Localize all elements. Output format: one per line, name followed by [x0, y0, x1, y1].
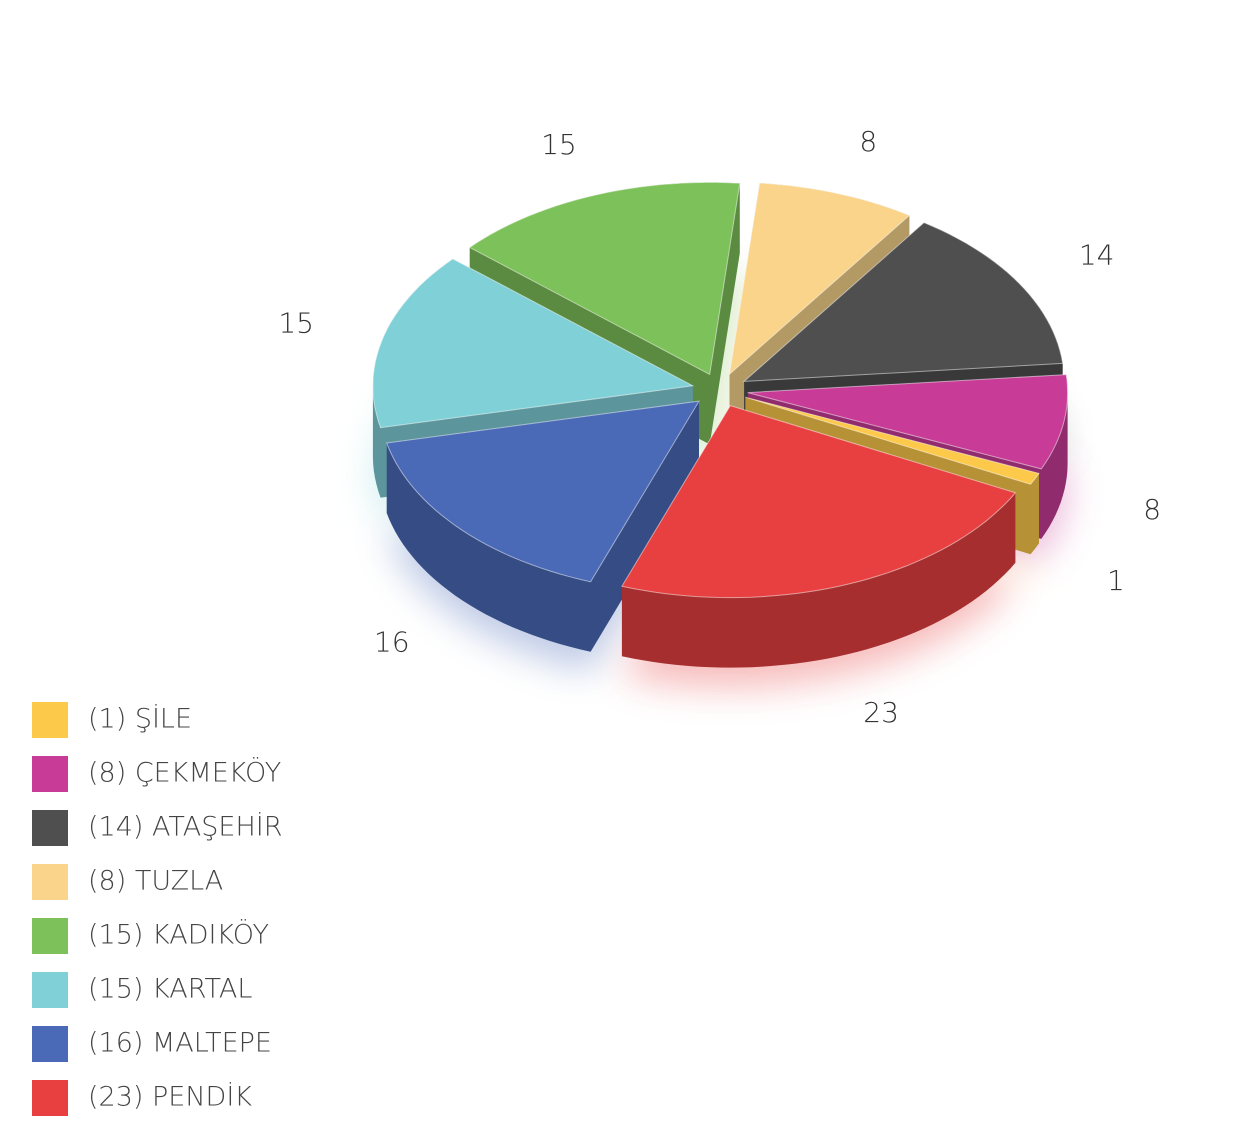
data-label: 8 — [859, 125, 877, 158]
legend-label: (23) PENDİK — [88, 1082, 252, 1113]
data-label: 15 — [278, 307, 314, 340]
legend-swatch — [32, 918, 68, 954]
legend-swatch — [32, 810, 68, 846]
legend: (1) ŞİLE (8) ÇEKMEKÖY (14) ATAŞEHİR (8) TUZ… — [32, 702, 282, 1116]
legend-swatch — [32, 972, 68, 1008]
legend-swatch — [32, 1080, 68, 1116]
legend-swatch — [32, 1026, 68, 1062]
legend-label: (15) KARTAL — [88, 974, 252, 1005]
pie — [373, 182, 1068, 667]
legend-label: (8) ÇEKMEKÖY — [88, 757, 281, 789]
legend-label: (1) ŞİLE — [88, 704, 192, 735]
legend-swatch — [32, 702, 68, 738]
legend-label: (14) ATAŞEHİR — [88, 812, 282, 843]
data-label: 15 — [541, 128, 577, 161]
data-label: 23 — [863, 696, 899, 729]
legend-swatch — [32, 864, 68, 900]
data-label: 1 — [1107, 564, 1125, 597]
data-label: 16 — [374, 626, 410, 659]
chart: 1 8 14 8 15 15 16 23 (1) ŞİLE (8) ÇEKMEKÖY (14) A… — [0, 0, 1238, 1121]
legend-label: (15) KADIKÖY — [88, 919, 269, 951]
legend-label: (8) TUZLA — [88, 866, 223, 897]
data-label: 14 — [1079, 238, 1115, 271]
legend-swatch — [32, 756, 68, 792]
legend-label: (16) MALTEPE — [88, 1028, 272, 1059]
data-label: 8 — [1143, 493, 1161, 526]
